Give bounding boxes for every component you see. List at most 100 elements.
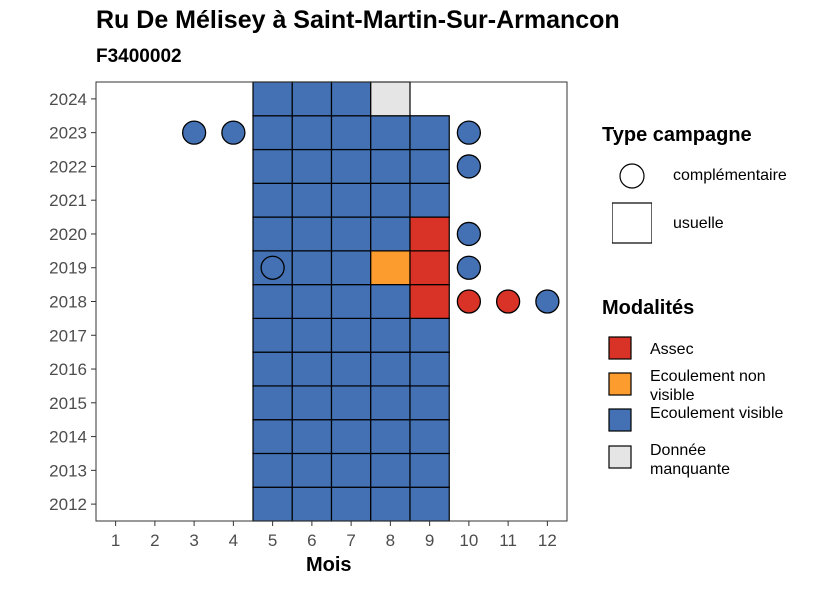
- y-tick-label-2016: 2016: [49, 360, 87, 379]
- point-2023-10: [456, 120, 482, 145]
- legend-type-usuelle: usuelle: [673, 215, 724, 232]
- point-2019-5: [260, 255, 285, 280]
- tile-2015-6: [291, 385, 333, 421]
- tile-2018-8: [370, 284, 411, 319]
- tile-2024-6: [291, 81, 333, 117]
- tile-2022-5: [252, 148, 293, 184]
- x-tick-label-4: 4: [229, 531, 238, 550]
- legend-square-icon: [612, 202, 652, 244]
- legend-circle-icon: [619, 163, 645, 189]
- legend-swatch-ecoulement-visible: [608, 408, 632, 432]
- x-tick-label-8: 8: [386, 531, 395, 550]
- tile-2012-9: [409, 486, 450, 522]
- legend-swatch-assec: [608, 336, 632, 360]
- tile-2014-5: [252, 419, 293, 455]
- tile-2012-6: [291, 486, 333, 522]
- tile-2014-7: [330, 419, 372, 455]
- tile-2015-8: [370, 385, 411, 421]
- tile-2017-9: [409, 317, 450, 353]
- x-tick-label-2: 2: [150, 531, 159, 550]
- x-tick-label-12: 12: [538, 531, 557, 550]
- tile-2020-7: [330, 216, 372, 252]
- y-tick-label-2023: 2023: [49, 124, 87, 143]
- y-tick-label-2024: 2024: [49, 90, 87, 109]
- tile-2022-7: [330, 148, 372, 184]
- tile-2022-6: [291, 148, 333, 184]
- tile-2016-6: [291, 351, 333, 387]
- x-tick-label-5: 5: [268, 531, 277, 550]
- tile-2020-6: [291, 216, 333, 252]
- y-tick-label-2019: 2019: [49, 259, 87, 278]
- tile-2023-6: [291, 115, 333, 151]
- tile-2019-8: [370, 250, 411, 286]
- x-tick-label-9: 9: [425, 531, 434, 550]
- tile-2014-8: [370, 419, 411, 455]
- legend-swatch-ecoulement-non-visible: [608, 372, 632, 396]
- tile-2018-6: [291, 284, 333, 319]
- y-tick-label-2018: 2018: [49, 293, 87, 312]
- tile-2012-7: [330, 486, 372, 522]
- tile-2019-6: [291, 250, 333, 286]
- tile-2023-8: [370, 115, 411, 151]
- y-tick-label-2022: 2022: [49, 157, 87, 176]
- chart-subtitle: F3400002: [96, 46, 182, 67]
- x-axis-label: Mois: [306, 554, 352, 576]
- y-tick-label-2020: 2020: [49, 225, 87, 244]
- tile-2023-5: [252, 115, 293, 151]
- tile-2020-5: [252, 216, 293, 252]
- tile-2022-8: [370, 148, 411, 184]
- legend-mod-ecoulement-non-visible: Ecoulement non visible: [650, 368, 766, 404]
- x-tick-label-7: 7: [346, 531, 355, 550]
- tile-2024-5: [252, 81, 293, 117]
- tile-2019-7: [330, 250, 372, 286]
- tile-2016-8: [370, 351, 411, 387]
- point-2023-3: [181, 120, 207, 145]
- tile-2021-8: [370, 182, 411, 218]
- legend-mod-swatches: [608, 336, 632, 469]
- tile-2013-6: [291, 452, 333, 488]
- legend-mod-ecoulement-visible: Ecoulement visible: [650, 405, 784, 422]
- y-tick-label-2012: 2012: [49, 495, 87, 514]
- tile-2021-7: [330, 182, 372, 218]
- tile-2018-5: [252, 284, 293, 319]
- tile-2020-9: [409, 216, 450, 252]
- tile-2016-7: [330, 351, 372, 387]
- legend-mod-donnee-manquante: Donnée manquante: [650, 442, 731, 478]
- y-tick-label-2015: 2015: [49, 394, 87, 413]
- tile-2012-5: [252, 486, 293, 522]
- tile-2021-6: [291, 182, 333, 218]
- y-tick-label-2013: 2013: [49, 461, 87, 480]
- tile-2022-9: [409, 148, 450, 184]
- point-2018-11: [495, 289, 521, 314]
- tile-2020-8: [370, 216, 411, 252]
- tile-2016-9: [409, 351, 450, 387]
- tile-2014-6: [291, 419, 333, 455]
- tile-2024-7: [330, 81, 372, 117]
- x-tick-label-10: 10: [459, 531, 478, 550]
- legend-type-title: Type campagne: [602, 124, 752, 146]
- legend-type-symbols: [612, 163, 652, 244]
- y-tick-label-2014: 2014: [49, 428, 87, 447]
- y-tick-label-2021: 2021: [49, 191, 87, 210]
- legend-mod-title: Modalités: [602, 297, 695, 319]
- legend-mod-assec: Assec: [650, 341, 694, 358]
- tile-2015-9: [409, 385, 450, 421]
- chart-title: Ru De Mélisey à Saint-Martin-Sur-Armanco…: [96, 6, 620, 34]
- x-tick-label-1: 1: [111, 531, 120, 550]
- tile-2014-9: [409, 419, 450, 455]
- x-tick-label-11: 11: [499, 531, 517, 550]
- tile-2017-6: [291, 317, 333, 353]
- tile-2017-5: [252, 317, 293, 353]
- x-tick-label-3: 3: [189, 531, 198, 550]
- point-2022-10: [456, 154, 482, 179]
- point-2020-10: [456, 221, 482, 247]
- tile-2017-7: [330, 317, 372, 353]
- point-2019-10: [456, 255, 482, 280]
- tile-2024-8: [370, 81, 411, 117]
- tile-2013-8: [370, 452, 411, 488]
- point-2018-12: [535, 289, 560, 314]
- tile-2021-9: [409, 182, 450, 218]
- tile-2019-9: [409, 250, 450, 286]
- legend-swatch-donnee-manquante: [608, 445, 632, 469]
